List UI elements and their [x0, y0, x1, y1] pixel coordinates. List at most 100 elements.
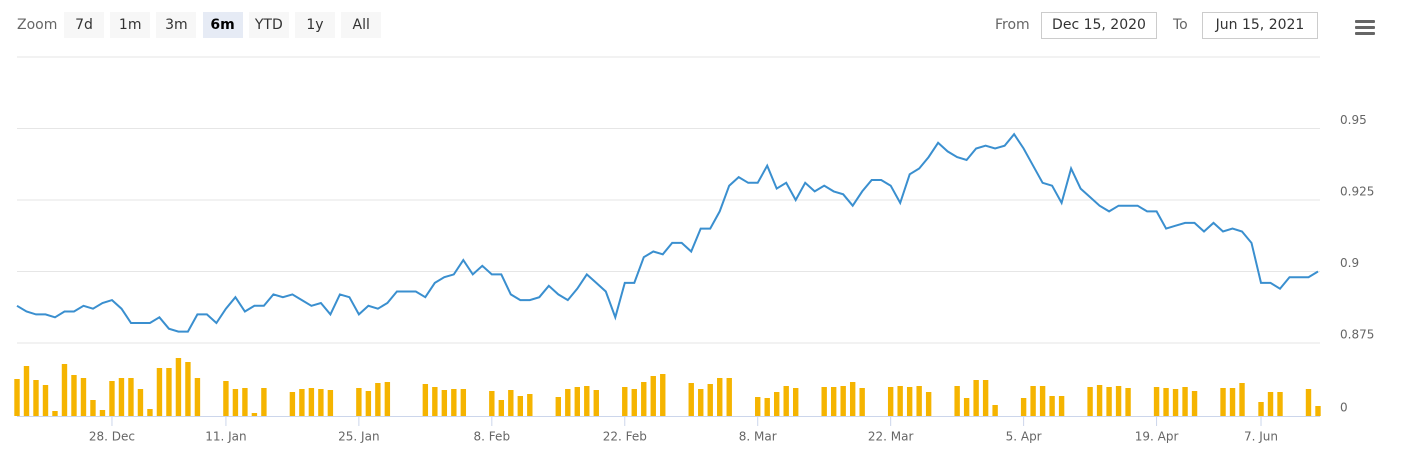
volume-bar [973, 380, 979, 416]
volume-bar [99, 410, 106, 416]
x-tick-label: 5. Apr [1006, 430, 1042, 444]
volume-bar [147, 409, 153, 416]
volume-bar [954, 386, 960, 416]
y-tick-label: 0.875 [1340, 328, 1374, 342]
x-tick-label: 28. Dec [89, 430, 135, 444]
volume-bar [166, 368, 172, 416]
volume-bar [384, 382, 391, 416]
volume-bar [1229, 388, 1236, 416]
volume-bar [61, 364, 68, 416]
y-tick-label: 0 [1340, 401, 1348, 415]
price-line [16, 132, 1319, 333]
volume-bar [356, 388, 362, 416]
volume-bar [650, 376, 656, 416]
volume-bar [1039, 386, 1046, 416]
to-input[interactable]: Jun 15, 2021 [1202, 12, 1318, 39]
volume-bar [137, 389, 144, 416]
volume-bar [783, 386, 789, 416]
volume-bar [489, 391, 495, 416]
volume-bar [906, 387, 913, 416]
volume-bar [1239, 383, 1245, 416]
volume-bar [261, 388, 267, 416]
volume-bar [185, 362, 191, 416]
volume-bar [631, 389, 637, 416]
volume-bar [1106, 387, 1112, 416]
volume-bar [755, 397, 761, 416]
zoom-button[interactable]: YTD [248, 12, 289, 38]
x-tick-label: 8. Mar [739, 430, 777, 444]
volume-bar [859, 388, 865, 416]
volume-bar [441, 390, 448, 416]
volume-bar [318, 389, 324, 416]
volume-bar [223, 381, 229, 416]
volume-bar [42, 385, 49, 416]
volume-bar [1020, 398, 1027, 416]
volume-bar [887, 387, 894, 416]
volume-bar [1058, 396, 1065, 416]
from-label: From [995, 17, 1030, 33]
zoom-button[interactable]: 7d [64, 12, 104, 38]
volume-bar [717, 378, 723, 416]
x-tick-label: 22. Mar [868, 430, 914, 444]
volume-bar [622, 387, 628, 416]
volume-bar [194, 378, 201, 416]
y-tick-label: 0.95 [1340, 113, 1367, 127]
volume-bar [498, 400, 505, 416]
volume-bar [1258, 402, 1264, 416]
volume-bar [1087, 387, 1093, 416]
volume-bar [707, 384, 713, 416]
volume-bar [90, 400, 96, 416]
volume-bar [1182, 387, 1188, 416]
volume-bar [175, 358, 182, 416]
volume-bar [365, 391, 372, 416]
volume-bar [840, 386, 846, 416]
x-tick-label: 11. Jan [205, 430, 246, 444]
volume-bar [527, 394, 533, 416]
volume-bar [460, 389, 467, 416]
volume-bar [23, 366, 30, 416]
volume-bar [1315, 406, 1321, 416]
volume-bar [1049, 396, 1055, 416]
volume-bar [14, 379, 20, 416]
volume-bar [849, 382, 856, 416]
volume-bar [897, 386, 903, 416]
menu-button[interactable] [1355, 20, 1375, 38]
volume-bar [726, 378, 732, 416]
volume-bar [299, 389, 305, 416]
zoom-button[interactable]: All [341, 12, 382, 38]
zoom-button[interactable]: 3m [156, 12, 197, 38]
x-tick-label: 22. Feb [603, 430, 647, 444]
volume-bar [517, 396, 524, 416]
x-tick-label: 8. Feb [474, 430, 511, 444]
volume-bar [1172, 389, 1179, 416]
volume-bar [660, 374, 666, 416]
zoom-button[interactable]: 6m [202, 12, 243, 38]
zoom-button[interactable]: 1m [110, 12, 151, 38]
zoom-button[interactable]: 1y [295, 12, 335, 38]
volume-bar [555, 397, 561, 416]
volume-bar [422, 384, 429, 416]
volume-bar [1030, 386, 1036, 416]
volume-bar [925, 392, 932, 416]
volume-bar [33, 380, 39, 416]
volume-bar [688, 383, 694, 416]
volume-bar [1220, 388, 1226, 416]
volume-bar [375, 383, 381, 416]
volume-bar [1096, 385, 1103, 416]
volume-bar [641, 382, 647, 416]
volume-bar [451, 389, 457, 416]
volume-bar [992, 405, 998, 416]
volume-bar [118, 378, 125, 416]
volume-bar [821, 387, 827, 416]
volume-bar [1125, 388, 1131, 416]
volume-bar [232, 389, 239, 416]
volume-bar [71, 375, 77, 416]
volume-bar [52, 411, 58, 416]
volume-bar [242, 388, 248, 416]
from-input[interactable]: Dec 15, 2020 [1041, 12, 1157, 39]
volume-bar [982, 380, 989, 416]
volume-bar [963, 398, 970, 416]
volume-bar [109, 381, 115, 416]
